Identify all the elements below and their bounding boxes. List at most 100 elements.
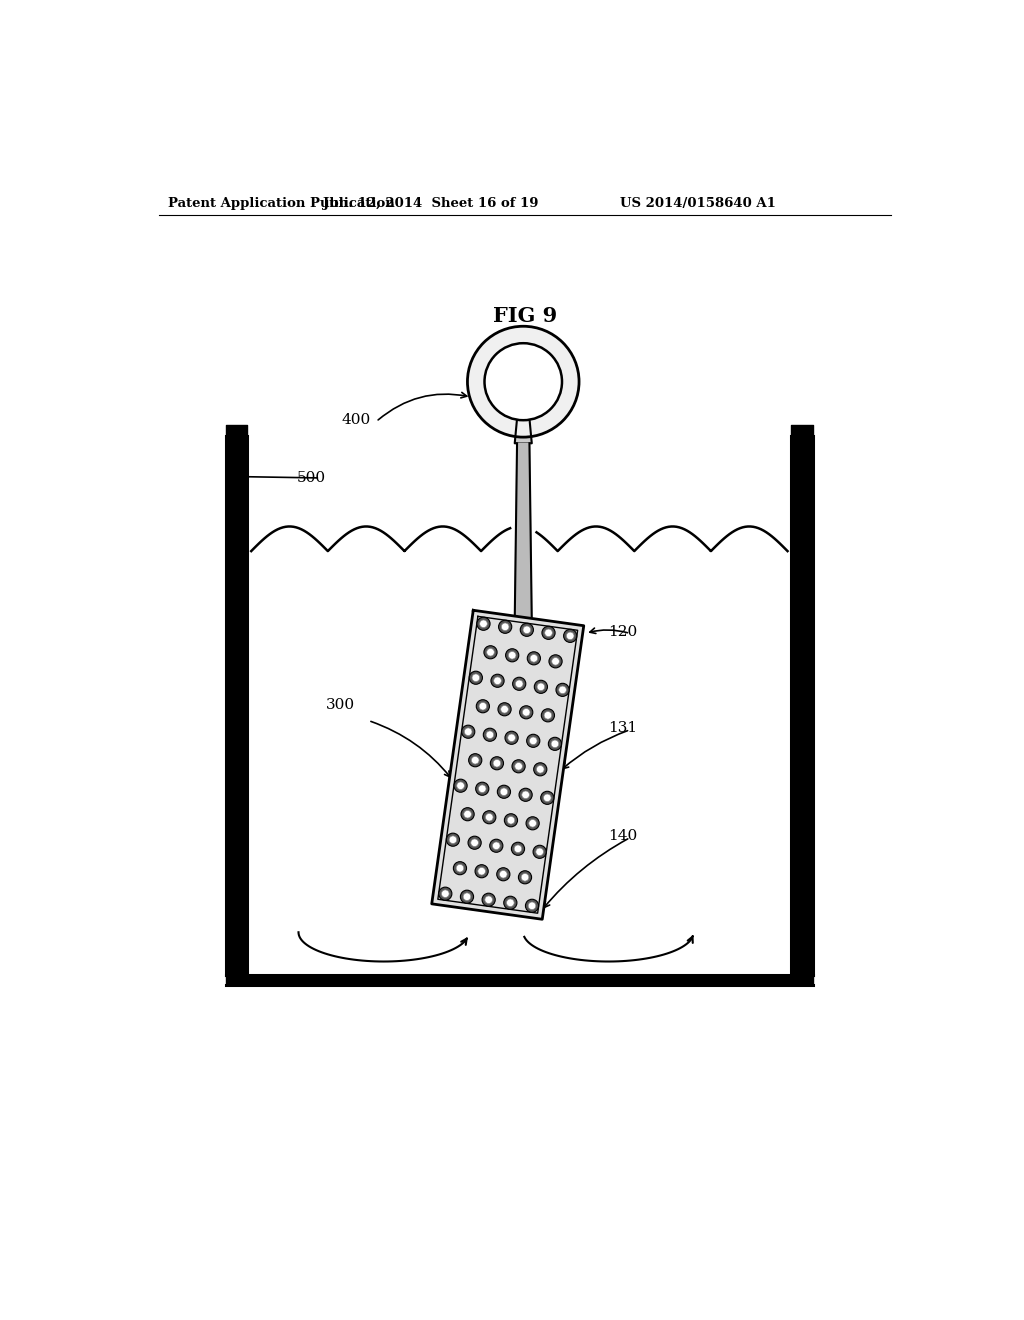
Circle shape — [497, 867, 510, 880]
Circle shape — [482, 810, 496, 824]
Circle shape — [507, 899, 514, 907]
Circle shape — [485, 813, 494, 821]
Circle shape — [515, 763, 522, 770]
Circle shape — [529, 737, 537, 744]
Circle shape — [556, 684, 569, 697]
Circle shape — [566, 632, 574, 640]
Circle shape — [521, 874, 528, 880]
Circle shape — [518, 871, 531, 884]
Circle shape — [537, 682, 545, 690]
Text: 300: 300 — [326, 698, 354, 711]
Circle shape — [467, 326, 579, 437]
Circle shape — [544, 711, 552, 719]
Circle shape — [454, 862, 467, 875]
Circle shape — [551, 741, 559, 747]
Circle shape — [489, 840, 503, 853]
Circle shape — [559, 686, 566, 693]
Text: FIG 9: FIG 9 — [493, 306, 557, 326]
Circle shape — [478, 785, 486, 792]
Text: 120: 120 — [608, 624, 638, 639]
Circle shape — [498, 785, 511, 799]
Circle shape — [511, 842, 524, 855]
Circle shape — [472, 675, 479, 681]
Circle shape — [535, 680, 548, 693]
Circle shape — [508, 652, 516, 659]
Circle shape — [545, 630, 552, 636]
Circle shape — [552, 657, 559, 665]
Circle shape — [502, 623, 509, 631]
Circle shape — [501, 705, 508, 713]
Circle shape — [548, 738, 561, 750]
Circle shape — [526, 817, 540, 830]
Circle shape — [505, 813, 517, 826]
Circle shape — [475, 865, 488, 878]
Circle shape — [494, 677, 502, 685]
Circle shape — [507, 817, 515, 824]
Circle shape — [544, 795, 551, 801]
Circle shape — [454, 779, 467, 792]
Circle shape — [469, 671, 482, 684]
Circle shape — [542, 709, 554, 722]
Circle shape — [471, 756, 479, 764]
Text: 400: 400 — [341, 413, 371, 428]
Circle shape — [508, 734, 515, 742]
Circle shape — [479, 702, 486, 710]
Circle shape — [505, 731, 518, 744]
Circle shape — [490, 756, 504, 770]
Text: 500: 500 — [297, 471, 326, 484]
Circle shape — [478, 867, 485, 875]
Circle shape — [456, 865, 464, 873]
Circle shape — [465, 727, 472, 735]
Circle shape — [522, 791, 529, 799]
Circle shape — [486, 648, 495, 656]
Circle shape — [476, 783, 488, 795]
Circle shape — [476, 700, 489, 713]
Circle shape — [534, 845, 546, 858]
Circle shape — [500, 870, 507, 878]
Polygon shape — [515, 418, 531, 444]
Circle shape — [563, 630, 577, 643]
Circle shape — [519, 706, 532, 719]
Circle shape — [528, 820, 537, 828]
Circle shape — [526, 734, 540, 747]
Circle shape — [441, 890, 450, 898]
Circle shape — [528, 902, 536, 909]
Circle shape — [515, 680, 523, 688]
Circle shape — [542, 626, 555, 639]
Circle shape — [504, 896, 517, 909]
Circle shape — [494, 759, 501, 767]
Circle shape — [464, 810, 471, 818]
Circle shape — [484, 343, 562, 420]
Circle shape — [484, 645, 497, 659]
Text: Jun. 12, 2014  Sheet 16 of 19: Jun. 12, 2014 Sheet 16 of 19 — [323, 197, 538, 210]
Polygon shape — [432, 610, 584, 919]
Circle shape — [549, 655, 562, 668]
Circle shape — [499, 620, 512, 634]
Circle shape — [438, 887, 452, 900]
Circle shape — [462, 725, 475, 738]
Circle shape — [514, 845, 522, 853]
Circle shape — [482, 894, 496, 907]
Circle shape — [484, 896, 493, 903]
Circle shape — [520, 623, 534, 636]
Text: 131: 131 — [608, 721, 638, 735]
Polygon shape — [515, 444, 531, 620]
Circle shape — [541, 791, 554, 804]
Circle shape — [463, 892, 471, 900]
Circle shape — [523, 626, 530, 634]
Circle shape — [469, 754, 482, 767]
Circle shape — [537, 766, 544, 774]
Circle shape — [534, 763, 547, 776]
Circle shape — [483, 729, 497, 742]
Circle shape — [513, 677, 525, 690]
Circle shape — [527, 652, 541, 665]
Circle shape — [519, 788, 532, 801]
Circle shape — [461, 890, 473, 903]
Circle shape — [477, 618, 490, 631]
Circle shape — [530, 655, 538, 663]
Circle shape — [522, 709, 530, 715]
Circle shape — [486, 731, 494, 739]
Circle shape — [493, 842, 500, 850]
Circle shape — [536, 847, 544, 855]
Circle shape — [450, 836, 457, 843]
